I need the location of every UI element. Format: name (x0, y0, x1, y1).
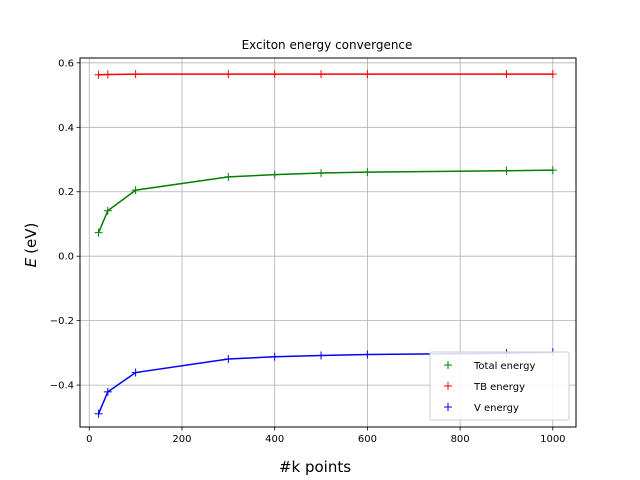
data-point (131, 368, 140, 377)
data-point (317, 70, 326, 79)
data-point (502, 166, 511, 175)
x-tick-label: 600 (358, 434, 377, 445)
legend-marker (444, 403, 452, 411)
x-tick-label: 800 (451, 434, 470, 445)
data-point (502, 70, 511, 79)
chart-title: Exciton energy convergence (242, 38, 413, 52)
y-tick-label: 0.2 (58, 187, 74, 198)
y-axis-label-var: E (22, 257, 40, 267)
y-axis-label: E (eV) (22, 223, 40, 268)
legend-item: TB energy (444, 382, 525, 393)
y-tick-label: −0.2 (50, 316, 74, 327)
legend: Total energy TB energy V energy (429, 351, 570, 421)
data-point (131, 70, 140, 79)
y-tick-label: 0.6 (58, 58, 74, 69)
legend-label: Total energy (473, 361, 535, 372)
legend-item: V energy (444, 403, 519, 414)
x-tick-label: 1000 (540, 434, 565, 445)
y-axis-label-unit: (eV) (22, 223, 40, 254)
data-point (94, 409, 103, 418)
legend-box (429, 351, 570, 421)
legend-item: Total energy (444, 361, 535, 372)
data-point (103, 387, 112, 396)
plot-frame (79, 57, 577, 428)
data-point (94, 228, 103, 237)
y-tick-label: 0.4 (58, 123, 74, 134)
y-tick-label: 0.0 (58, 252, 74, 263)
legend-marker (444, 382, 452, 390)
legend-marker (444, 361, 452, 369)
tick-labels: 0 200 400 600 800 1000 −0.4 −0.2 0.0 0.2 0.4 0.6 (50, 58, 566, 445)
legend-label: V energy (474, 403, 519, 414)
data-point (224, 172, 233, 181)
legend-label: TB energy (473, 382, 525, 393)
data-point (103, 206, 112, 215)
grid (80, 58, 576, 427)
data-point (363, 168, 372, 177)
data-point (131, 186, 140, 195)
data-point (363, 70, 372, 79)
data-point (94, 70, 103, 79)
data-point (224, 355, 233, 364)
data-point (270, 170, 279, 179)
x-axis-label: #k points (279, 458, 351, 476)
data-point (317, 169, 326, 178)
data-point (548, 70, 557, 79)
data-point (103, 70, 112, 79)
series-line-1 (98, 73, 553, 76)
y-tick-label: −0.4 (50, 381, 74, 392)
x-tick-label: 0 (86, 434, 92, 445)
data-point (224, 70, 233, 79)
ticks (76, 62, 554, 431)
x-tick-label: 400 (265, 434, 284, 445)
data-point (363, 350, 372, 359)
data-point (270, 352, 279, 361)
data-point (548, 166, 557, 175)
data-point (317, 351, 326, 360)
data-point (270, 70, 279, 79)
x-tick-label: 200 (172, 434, 191, 445)
